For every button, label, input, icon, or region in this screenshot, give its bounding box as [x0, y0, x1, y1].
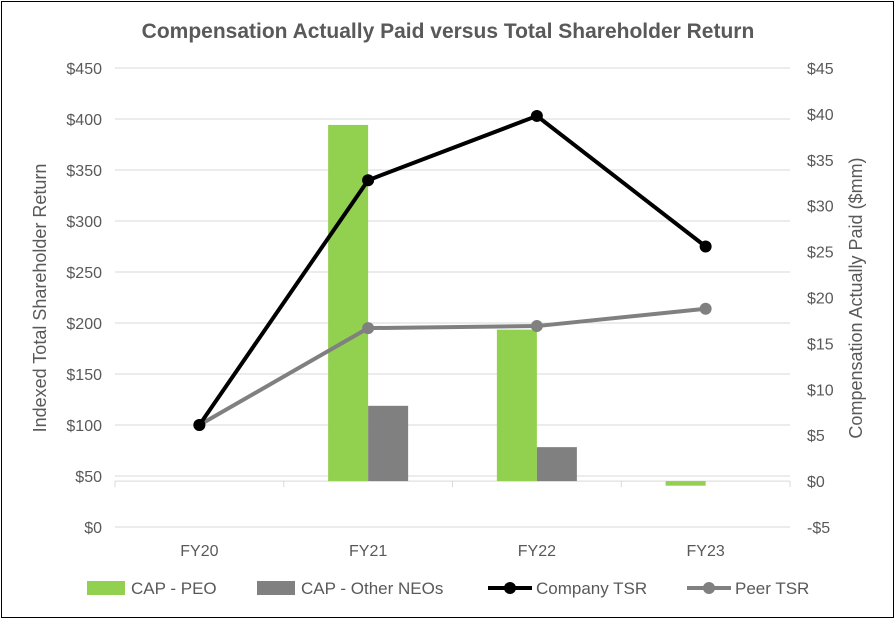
x-tick-label: FY23 [687, 543, 725, 560]
left-tick-label: $0 [84, 520, 102, 537]
right-tick-label: $35 [807, 153, 834, 170]
legend-label-company-tsr: Company TSR [536, 579, 647, 598]
right-tick-label: -$5 [807, 520, 830, 537]
right-tick-label: $40 [807, 107, 834, 124]
left-tick-label: $400 [66, 112, 102, 129]
left-tick-label: $300 [66, 214, 102, 231]
right-tick-label: $15 [807, 336, 834, 353]
right-tick-label: $10 [807, 382, 834, 399]
left-tick-label: $250 [66, 265, 102, 282]
x-tick-label: FY22 [518, 543, 556, 560]
legend-marker-peer-tsr [703, 582, 715, 594]
bar-cap-other-neos-fy22 [536, 447, 577, 482]
bar-cap-peo-fy23 [665, 481, 706, 486]
legend-label-cap-peo: CAP - PEO [131, 579, 217, 598]
x-tick-label: FY21 [349, 543, 387, 560]
right-axis-ticks: -$5 $0 $5 $10 $15 $20 $25 $30 $35 $40 $45 [807, 61, 834, 537]
right-tick-label: $20 [807, 291, 834, 308]
point-peer-tsr-fy23 [699, 302, 712, 315]
left-tick-label: $50 [75, 469, 102, 486]
right-tick-label: $25 [807, 245, 834, 262]
line-company-tsr [197, 113, 707, 427]
line-peer-tsr [198, 306, 706, 427]
right-axis-label: Compensation Actually Paid ($mm) [846, 157, 866, 438]
point-peer-tsr-fy21 [362, 322, 375, 335]
left-axis-ticks: $0 $50 $100 $150 $200 $250 $300 $350 $400 $450 [66, 61, 102, 537]
point-company-tsr-fy21 [362, 174, 375, 187]
legend-label-peer-tsr: Peer TSR [735, 579, 809, 598]
left-tick-label: $350 [66, 163, 102, 180]
left-tick-label: $150 [66, 367, 102, 384]
point-company-tsr-fy22 [530, 109, 543, 122]
left-tick-label: $100 [66, 418, 102, 435]
left-axis-label: Indexed Total Shareholder Return [30, 164, 50, 433]
bar-cap-other-neos-fy21 [368, 405, 409, 482]
line-marks [193, 109, 712, 431]
legend: CAP - PEO CAP - Other NEOs Company TSR Peer… [87, 579, 809, 598]
x-axis-ticks: FY20 FY21 FY22 FY23 [180, 543, 725, 560]
point-company-tsr-fy23 [699, 240, 712, 253]
right-tick-label: $30 [807, 199, 834, 216]
gridlines [114, 67, 791, 528]
left-tick-label: $200 [66, 316, 102, 333]
legend-label-cap-other-neos: CAP - Other NEOs [301, 579, 443, 598]
chart-title: Compensation Actually Paid versus Total … [142, 20, 755, 43]
right-tick-label: $5 [807, 428, 825, 445]
legend-swatch-cap-other-neos [257, 581, 295, 595]
legend-marker-company-tsr [504, 582, 516, 594]
right-tick-label: $45 [807, 61, 834, 78]
point-peer-tsr-fy22 [530, 320, 543, 333]
bar-cap-peo-fy22 [496, 329, 537, 482]
legend-swatch-cap-peo [87, 581, 125, 595]
bar-marks [328, 124, 706, 486]
x-tick-label: FY20 [180, 543, 218, 560]
left-tick-label: $450 [66, 61, 102, 78]
bar-cap-peo-fy21 [328, 124, 369, 482]
right-tick-label: $0 [807, 474, 825, 491]
point-company-tsr-fy20 [193, 419, 206, 431]
